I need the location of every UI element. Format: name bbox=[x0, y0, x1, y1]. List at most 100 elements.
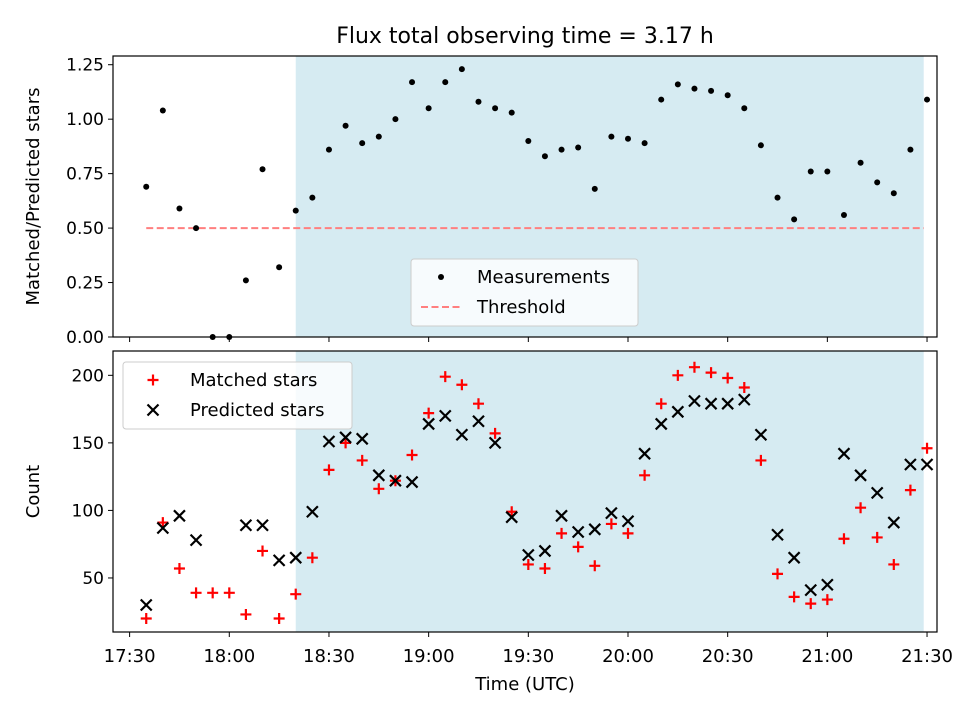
predicted-star-point bbox=[854, 469, 867, 482]
measurement-point bbox=[325, 146, 332, 153]
predicted-star-point bbox=[139, 598, 153, 612]
measurement-point bbox=[309, 194, 316, 201]
predicted-star-point bbox=[272, 554, 286, 567]
predicted-star-point bbox=[322, 435, 336, 448]
matched-star-point bbox=[871, 531, 883, 543]
measurement-point bbox=[292, 207, 299, 214]
predicted-star-point bbox=[688, 394, 701, 408]
matched-star-point bbox=[805, 598, 817, 610]
measurement-point bbox=[674, 81, 681, 88]
predicted-star-point bbox=[605, 506, 618, 520]
legend: Matched stars Predicted stars bbox=[122, 361, 353, 430]
matched-star-point bbox=[140, 612, 152, 624]
predicted-star-point bbox=[738, 393, 751, 406]
predicted-star-point bbox=[621, 514, 635, 528]
legend-matched-marker bbox=[147, 374, 159, 386]
measurement-point bbox=[492, 105, 499, 112]
matched-star-point bbox=[356, 454, 368, 466]
predicted-star-point bbox=[821, 578, 834, 591]
matched-star-point bbox=[173, 563, 185, 575]
measurement-point bbox=[757, 142, 764, 149]
legend-label: Measurements bbox=[477, 267, 610, 288]
predicted-star-point bbox=[405, 475, 419, 489]
predicted-star-point bbox=[472, 414, 485, 428]
predicted-star-point bbox=[837, 447, 851, 460]
predicted-star-point bbox=[289, 551, 303, 564]
measurement-point bbox=[541, 153, 548, 160]
matched-star-point bbox=[705, 367, 717, 379]
y-axis-label: Matched/Predicted stars bbox=[23, 88, 44, 306]
predicted-star-point bbox=[804, 583, 818, 597]
measurement-point bbox=[242, 277, 249, 284]
measurement-point bbox=[409, 79, 416, 86]
legend-box bbox=[122, 361, 353, 430]
matched-star-point bbox=[821, 594, 833, 606]
matched-star-point bbox=[672, 369, 684, 381]
measurement-point bbox=[807, 168, 814, 175]
measurement-point bbox=[359, 140, 366, 147]
legend-label: Threshold bbox=[476, 297, 566, 318]
matched-star-point bbox=[456, 379, 468, 391]
x-tick-label: 20:30 bbox=[702, 646, 754, 667]
matched-star-point bbox=[589, 560, 601, 572]
y-tick-label: 0.00 bbox=[66, 328, 104, 348]
matched-star-point bbox=[688, 361, 700, 373]
measurement-point bbox=[143, 183, 150, 190]
measurement-point bbox=[741, 105, 748, 112]
measurement-point bbox=[193, 225, 200, 232]
measurement-point bbox=[857, 159, 864, 166]
measurement-point bbox=[425, 105, 432, 112]
legend-measurement-marker bbox=[438, 274, 444, 280]
chart-title: Flux total observing time = 3.17 h bbox=[336, 24, 714, 49]
measurement-point bbox=[658, 96, 665, 103]
measurement-point bbox=[176, 205, 183, 212]
y-tick-label: 50 bbox=[82, 569, 104, 589]
matched-star-point bbox=[655, 398, 667, 410]
predicted-star-point bbox=[156, 521, 170, 535]
measurement-point bbox=[625, 135, 631, 142]
matched-star-point bbox=[522, 558, 534, 570]
matched-star-point bbox=[472, 398, 484, 410]
y-tick-label: 1.00 bbox=[66, 110, 104, 130]
y-tick-label: 0.50 bbox=[66, 219, 104, 239]
measurement-point bbox=[924, 96, 931, 103]
matched-star-point bbox=[157, 517, 169, 529]
predicted-star-point bbox=[522, 548, 535, 562]
predicted-star-point bbox=[505, 510, 518, 524]
predicted-star-point bbox=[422, 417, 435, 431]
measurement-point bbox=[774, 194, 781, 201]
measurement-point bbox=[525, 137, 532, 144]
predicted-star-point bbox=[555, 509, 568, 523]
matched-star-point bbox=[423, 407, 435, 419]
measurement-point bbox=[475, 98, 482, 105]
matched-star-point bbox=[921, 442, 933, 454]
measurement-point bbox=[840, 212, 847, 219]
x-tick-label: 18:30 bbox=[303, 646, 355, 667]
matched-star-point bbox=[888, 558, 900, 570]
predicted-star-point bbox=[372, 469, 386, 482]
measurement-point bbox=[791, 216, 798, 223]
matched-star-point bbox=[738, 381, 750, 393]
matched-star-point bbox=[755, 454, 767, 466]
predicted-star-point bbox=[671, 405, 685, 419]
predicted-star-point bbox=[538, 544, 552, 558]
matched-star-point bbox=[556, 527, 568, 539]
predicted-star-point bbox=[870, 486, 884, 500]
matched-star-point bbox=[506, 506, 518, 518]
shaded-region bbox=[295, 351, 924, 632]
matched-star-point bbox=[240, 608, 252, 620]
y-axis-label: Count bbox=[23, 465, 44, 518]
measurement-point bbox=[874, 179, 881, 186]
matched-star-point bbox=[855, 502, 867, 514]
predicted-star-point bbox=[588, 523, 602, 536]
x-tick-label: 21:30 bbox=[901, 646, 953, 667]
measurement-point bbox=[442, 79, 449, 86]
matched-star-point bbox=[323, 464, 335, 476]
matched-star-point bbox=[489, 427, 501, 439]
matched-star-point bbox=[373, 483, 385, 495]
y-tick-label: 1.25 bbox=[66, 56, 104, 76]
measurement-point bbox=[342, 122, 349, 129]
matched-star-point bbox=[207, 587, 219, 599]
measurement-point bbox=[824, 168, 831, 175]
predicted-star-point bbox=[920, 458, 934, 471]
